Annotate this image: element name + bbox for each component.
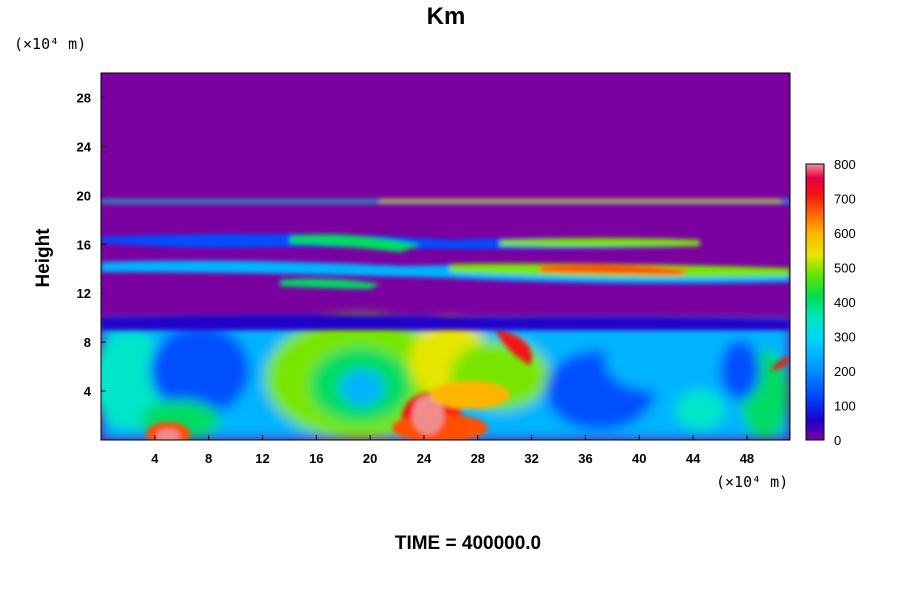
x-tick-label: 32 [524, 451, 538, 466]
colorbar-tick-label: 500 [834, 261, 856, 276]
y-tick-label: 12 [77, 286, 91, 301]
x-tick-label: 28 [471, 451, 485, 466]
plot-area [100, 72, 791, 441]
x-tick-label: 4 [151, 451, 159, 466]
y-tick-label: 20 [77, 188, 91, 203]
colorbar-tick-label: 600 [834, 226, 856, 241]
y-tick-label: 24 [77, 139, 92, 154]
y-axis-label: Height [33, 228, 54, 288]
colorbar-tick-label: 300 [834, 330, 856, 345]
heatmap-field [101, 199, 790, 440]
y-tick-label: 28 [77, 90, 91, 105]
colorbar-tick-label: 400 [834, 295, 856, 310]
y-tick-label: 4 [84, 384, 92, 399]
x-unit-label: (×10⁴ m) [716, 473, 788, 491]
plot-frame [100, 72, 791, 441]
x-tick-label: 24 [417, 451, 432, 466]
x-tick-label: 40 [632, 451, 646, 466]
colorbar-tick-label: 700 [834, 192, 856, 207]
colorbar-ticks: 0 100 200 300 400 500 600 700 800 [834, 157, 856, 448]
y-unit-label: (×10⁴ m) [14, 35, 86, 53]
colorbar: 0 100 200 300 400 500 600 700 800 [805, 157, 856, 448]
colorbar-gradient [805, 163, 825, 441]
chart-title: Km [427, 3, 466, 30]
colorbar-tick-label: 200 [834, 364, 856, 379]
colorbar-tick-label: 800 [834, 157, 856, 172]
time-label: TIME = 400000.0 [395, 533, 541, 554]
x-tick-label: 8 [205, 451, 212, 466]
x-tick-label: 12 [255, 451, 269, 466]
x-tick-label: 20 [363, 451, 377, 466]
colorbar-tick-label: 100 [834, 399, 856, 414]
x-tick-label: 48 [740, 451, 754, 466]
y-axis-ticks: 4 8 12 16 20 24 28 [77, 90, 106, 399]
x-axis-ticks: 4 8 12 16 20 24 28 32 36 40 44 48 [151, 435, 754, 466]
y-tick-label: 16 [77, 237, 91, 252]
colorbar-tick-label: 0 [834, 433, 841, 448]
x-tick-label: 44 [686, 451, 701, 466]
x-tick-label: 36 [578, 451, 592, 466]
y-tick-label: 8 [84, 335, 91, 350]
x-tick-label: 16 [309, 451, 323, 466]
